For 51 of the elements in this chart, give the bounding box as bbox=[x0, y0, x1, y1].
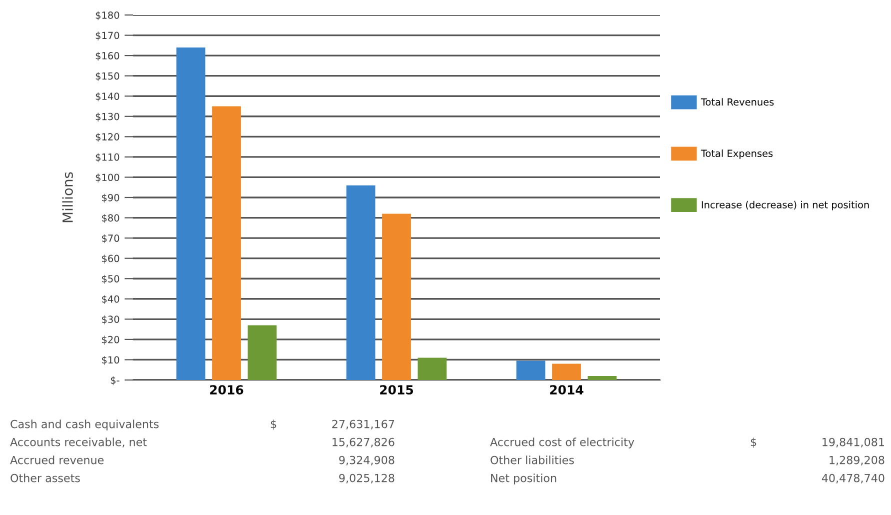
y-tick-label: $40 bbox=[102, 295, 120, 304]
bar bbox=[382, 214, 411, 380]
y-tick-label: $20 bbox=[102, 336, 120, 345]
y-tick-label: $50 bbox=[102, 274, 120, 284]
text: 19,841,081 bbox=[822, 438, 884, 448]
x-tick-label: 2014 bbox=[550, 385, 584, 395]
y-tick-label: $110 bbox=[96, 153, 120, 162]
y-tick-label: $130 bbox=[96, 112, 120, 122]
text: 9,324,908 bbox=[339, 456, 394, 466]
bar bbox=[588, 376, 617, 380]
text: 27,631,167 bbox=[332, 420, 394, 430]
legend-label: Total Revenues bbox=[700, 98, 774, 106]
y-tick-label: $10 bbox=[102, 356, 120, 365]
y-axis-title: Millions bbox=[62, 172, 73, 222]
y-tick-label: $120 bbox=[96, 132, 120, 142]
bar bbox=[516, 360, 546, 380]
text: Accounts receivable, net bbox=[10, 438, 147, 448]
y-tick-label: $150 bbox=[96, 72, 120, 81]
text: Other assets bbox=[10, 474, 80, 482]
y-tick-label: $160 bbox=[96, 52, 120, 61]
text: Net position bbox=[491, 474, 556, 484]
text: 40,478,740 bbox=[822, 474, 884, 484]
y-tick-label: $30 bbox=[102, 315, 120, 324]
text: Other liabilities bbox=[490, 456, 574, 464]
y-tick-label: $80 bbox=[102, 214, 120, 223]
legend-label: Increase (decrease) in net position bbox=[702, 200, 869, 210]
bar bbox=[212, 106, 241, 380]
legend-label: Total Expenses bbox=[700, 149, 773, 159]
text: 9,025,128 bbox=[339, 474, 394, 484]
x-tick-label: 2016 bbox=[210, 385, 244, 395]
y-tick-label: $60 bbox=[102, 254, 120, 264]
text: 1,289,208 bbox=[830, 456, 884, 466]
text: Cash and cash equivalents bbox=[10, 420, 159, 430]
y-tick-label: $170 bbox=[96, 32, 120, 40]
y-tick-label: $90 bbox=[102, 194, 120, 203]
x-tick-label: 2015 bbox=[380, 385, 414, 395]
bar bbox=[248, 325, 277, 380]
bar bbox=[176, 47, 206, 380]
y-tick-label: $70 bbox=[102, 234, 120, 244]
y-tick-label: $100 bbox=[96, 174, 120, 182]
bar bbox=[552, 364, 581, 380]
text: $ bbox=[750, 438, 756, 448]
text: 15,627,826 bbox=[332, 438, 394, 448]
text: Accrued revenue bbox=[10, 456, 104, 464]
y-tick-label: $- bbox=[110, 376, 120, 386]
y-tick-label: $180 bbox=[96, 11, 120, 20]
bar bbox=[346, 185, 376, 380]
text: Accrued cost of electricity bbox=[490, 438, 634, 448]
bar bbox=[418, 358, 447, 380]
text: $ bbox=[270, 420, 276, 430]
y-tick-label: $140 bbox=[96, 92, 120, 102]
